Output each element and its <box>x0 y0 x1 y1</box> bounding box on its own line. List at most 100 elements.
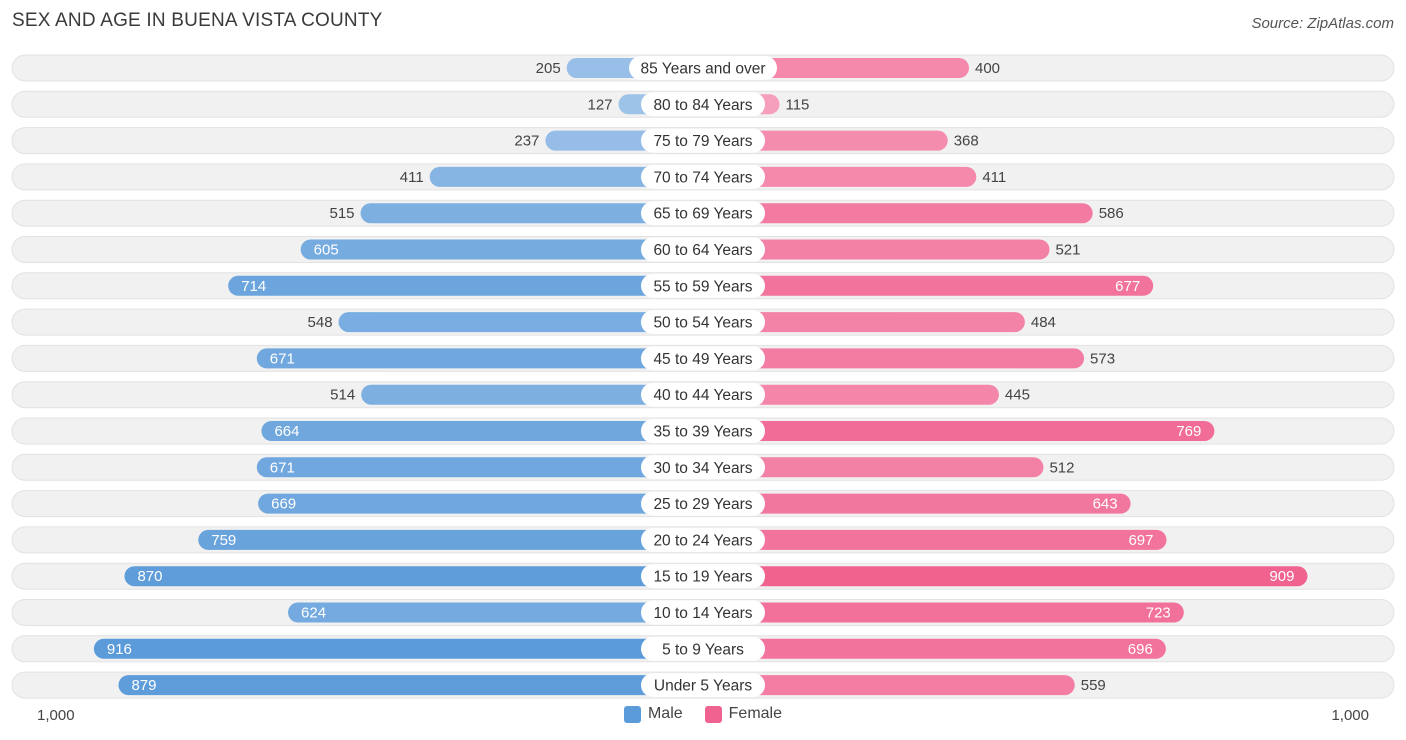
value-label-female: 723 <box>1146 605 1171 622</box>
category-label: 85 Years and over <box>641 61 766 78</box>
category-label: 55 to 59 Years <box>653 278 752 295</box>
category-pill <box>641 237 765 262</box>
bar-male <box>300 239 703 260</box>
value-label-female: 696 <box>1128 641 1153 658</box>
value-label-male: 759 <box>211 532 236 549</box>
bar-female <box>703 529 1167 550</box>
value-label-female: 559 <box>1081 677 1106 694</box>
row-50-to-54-years: 548 484 50 to 54 Years <box>11 308 1395 336</box>
row-10-to-14-years: 624 723 10 to 14 Years <box>11 599 1395 626</box>
category-label: 35 to 39 Years <box>653 424 752 441</box>
row-70-to-74-years: 411 411 70 to 74 Years <box>11 163 1395 191</box>
bar-female <box>703 348 1085 369</box>
bar-male <box>361 384 703 405</box>
bar-female <box>703 384 999 405</box>
category-label: 50 to 54 Years <box>653 315 752 332</box>
value-label-female: 909 <box>1269 568 1294 585</box>
bar-female <box>703 566 1308 587</box>
value-label-male: 671 <box>270 350 295 367</box>
bar-female <box>703 166 977 187</box>
pyramid-chart: 205 400 85 Years and over 127 115 80 to 84 Ye… <box>11 54 1395 699</box>
row-15-to-19-years: 870 909 15 to 19 Years <box>11 562 1395 590</box>
legend-swatch-female <box>704 705 722 723</box>
value-label-female: 769 <box>1176 423 1201 440</box>
category-pill <box>641 273 765 298</box>
value-label-male: 664 <box>274 423 299 440</box>
bar-female <box>703 493 1131 514</box>
category-label: 25 to 29 Years <box>653 496 752 513</box>
bar-male <box>288 602 703 623</box>
legend-item-female: Female <box>704 705 783 723</box>
bar-female <box>703 239 1050 260</box>
value-label-female: 677 <box>1115 278 1140 295</box>
category-pill <box>641 636 765 661</box>
legend: Male Female <box>0 705 1406 723</box>
row-65-to-69-years: 515 586 65 to 69 Years <box>11 199 1395 227</box>
row-35-to-39-years: 664 769 35 to 39 Years <box>11 417 1395 445</box>
category-pill <box>641 201 765 226</box>
category-pill <box>641 419 765 443</box>
bar-female <box>703 602 1184 623</box>
row-80-to-84-years: 127 115 80 to 84 Years <box>11 90 1395 118</box>
value-label-female: 411 <box>982 169 1006 186</box>
value-label-female: 484 <box>1031 314 1056 331</box>
bar-female <box>703 675 1075 696</box>
value-label-male: 870 <box>137 568 162 585</box>
bar-male <box>228 275 703 296</box>
value-label-male: 127 <box>588 96 613 113</box>
category-pill <box>641 527 765 552</box>
value-label-male: 237 <box>514 133 539 150</box>
value-label-female: 368 <box>954 133 979 150</box>
row-25-to-29-years: 669 643 25 to 29 Years <box>11 490 1395 518</box>
value-label-male: 548 <box>308 314 333 331</box>
bar-female <box>703 203 1093 224</box>
value-label-male: 205 <box>536 60 561 77</box>
value-label-female: 521 <box>1055 242 1080 259</box>
value-label-female: 512 <box>1049 459 1074 476</box>
value-label-male: 671 <box>270 459 295 476</box>
source-credit: Source: ZipAtlas.com <box>1251 15 1394 32</box>
value-label-male: 411 <box>400 169 424 186</box>
axis-left-label: 1,000 <box>37 707 75 724</box>
row-60-to-64-years: 605 521 60 to 64 Years <box>11 236 1395 263</box>
value-label-male: 515 <box>329 205 354 222</box>
bar-female <box>703 130 948 151</box>
category-label: 40 to 44 Years <box>653 387 752 404</box>
category-label: 65 to 69 Years <box>653 206 752 223</box>
bar-male <box>261 421 703 441</box>
category-pill <box>641 491 765 516</box>
bar-male <box>429 166 703 187</box>
category-label: 15 to 19 Years <box>653 569 752 586</box>
axis-right-label: 1,000 <box>1331 707 1369 724</box>
legend-label-female: Female <box>728 705 783 722</box>
bar-male <box>338 312 703 333</box>
value-label-female: 445 <box>1005 387 1030 404</box>
bar-female <box>703 638 1166 659</box>
category-label: 10 to 14 Years <box>653 605 752 622</box>
bar-male <box>256 457 703 478</box>
chart-title: SEX AND AGE IN BUENA VISTA COUNTY <box>12 10 383 31</box>
bar-female <box>703 312 1025 333</box>
value-label-female: 400 <box>975 60 1000 77</box>
value-label-male: 605 <box>314 242 339 259</box>
category-label: 20 to 24 Years <box>653 532 752 549</box>
legend-swatch-male <box>623 705 641 723</box>
bar-female <box>703 275 1154 296</box>
category-pill <box>641 455 765 480</box>
category-label: 30 to 34 Years <box>653 460 752 477</box>
row-30-to-34-years: 671 512 30 to 34 Years <box>11 453 1395 481</box>
row-75-to-79-years: 237 368 75 to 79 Years <box>11 127 1395 155</box>
row-under-5-years: 879 559 Under 5 Years <box>11 671 1395 699</box>
row-55-to-59-years: 714 677 55 to 59 Years <box>11 272 1395 300</box>
bar-female <box>703 421 1215 441</box>
category-label: 45 to 49 Years <box>653 351 752 368</box>
bar-male <box>258 493 703 514</box>
legend-item-male: Male <box>623 705 683 723</box>
category-pill <box>641 564 765 589</box>
category-pill <box>641 310 765 335</box>
value-label-male: 714 <box>241 278 266 295</box>
row-20-to-24-years: 759 697 20 to 24 Years <box>11 526 1395 554</box>
category-label: Under 5 Years <box>654 678 752 695</box>
value-label-male: 916 <box>107 641 132 658</box>
category-pill <box>641 673 765 698</box>
